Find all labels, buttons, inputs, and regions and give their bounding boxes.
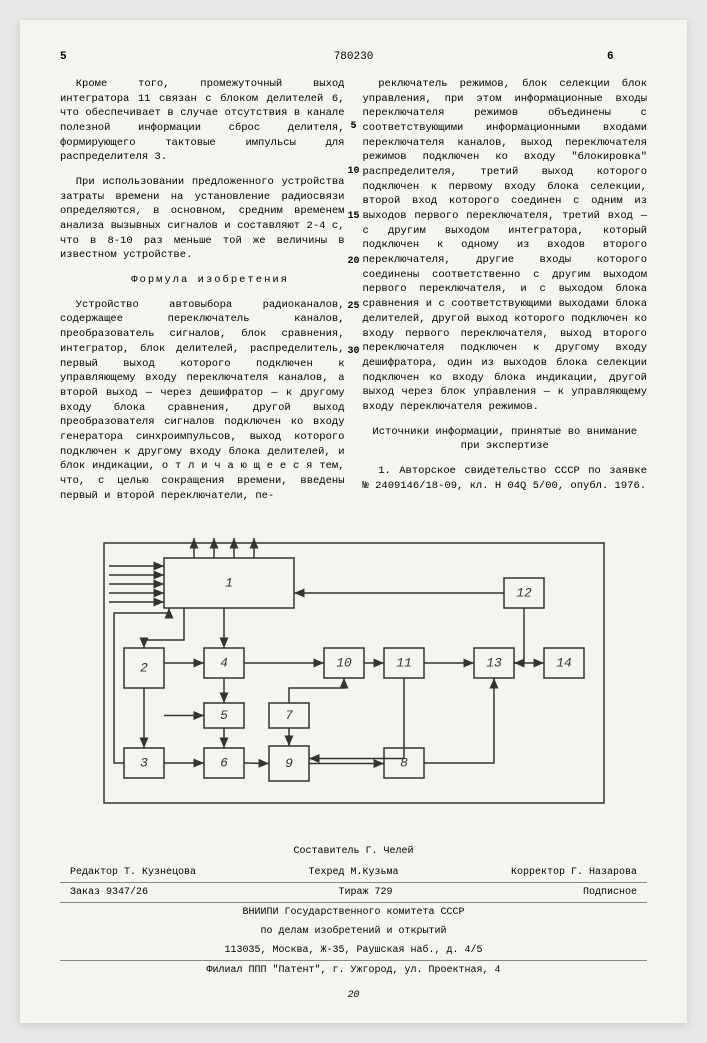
svg-text:13: 13 xyxy=(486,656,502,671)
line-marker: 25 xyxy=(344,300,364,314)
org1: ВНИИПИ Государственного комитета СССР xyxy=(242,905,464,920)
svg-text:11: 11 xyxy=(396,656,412,671)
order-row: Заказ 9347/26 Тираж 729 Подписное xyxy=(60,883,647,903)
address-row: 113035, Москва, Ж-35, Раушская наб., д. … xyxy=(60,941,647,961)
paragraph: Устройство автовыбора радиоканалов, соде… xyxy=(60,298,345,504)
line-marker: 5 xyxy=(344,120,364,134)
svg-text:5: 5 xyxy=(220,708,228,723)
svg-text:1: 1 xyxy=(225,576,233,591)
org2: по делам изобретений и открытий xyxy=(260,924,446,939)
address2: Филиал ППП "Патент", г. Ужгород, ул. Про… xyxy=(206,963,500,978)
diagram-svg: 1234567891011121314 xyxy=(74,528,634,818)
line-marker: 10 xyxy=(344,165,364,179)
line-marker: 20 xyxy=(344,255,364,269)
right-column: реключатель режимов, блок селекции блок … xyxy=(363,77,648,514)
composer-line: Составитель Г. Челей xyxy=(60,844,647,859)
left-column: Кроме того, промежуточный выход интеграт… xyxy=(60,77,345,514)
address-row2: Филиал ППП "Патент", г. Ужгород, ул. Про… xyxy=(60,961,647,980)
doc-number: 780230 xyxy=(100,50,607,65)
footer: Составитель Г. Челей Редактор Т. Кузнецо… xyxy=(60,844,647,1003)
editor: Редактор Т. Кузнецова xyxy=(70,865,196,880)
credits-row: Редактор Т. Кузнецова Техред М.Кузьма Ко… xyxy=(60,863,647,883)
sources-title: Источники информации, принятые во вниман… xyxy=(363,425,648,454)
svg-text:14: 14 xyxy=(556,656,572,671)
address1: 113035, Москва, Ж-35, Раушская наб., д. … xyxy=(224,943,482,958)
corrector: Корректор Г. Назарова xyxy=(511,865,637,880)
tirazh: Тираж 729 xyxy=(338,885,392,900)
org-row2: по делам изобретений и открытий xyxy=(60,922,647,941)
paragraph: Кроме того, промежуточный выход интеграт… xyxy=(60,77,345,165)
page-right-num: 6 xyxy=(607,50,647,65)
svg-text:3: 3 xyxy=(140,756,148,771)
paragraph: реключатель режимов, блок селекции блок … xyxy=(363,77,648,415)
bottom-page-num: 20 xyxy=(60,988,647,1003)
line-marker: 30 xyxy=(344,345,364,359)
techred: Техред М.Кузьма xyxy=(308,865,398,880)
patent-page: 5 780230 6 5 10 15 20 25 30 Кроме того, … xyxy=(20,20,687,1023)
source-entry: 1. Авторское свидетельство СССР по заявк… xyxy=(363,464,648,493)
svg-text:10: 10 xyxy=(336,656,352,671)
block-diagram: 1234567891011121314 xyxy=(74,528,634,824)
line-marker: 15 xyxy=(344,210,364,224)
text-columns: Кроме того, промежуточный выход интеграт… xyxy=(60,77,647,514)
svg-text:7: 7 xyxy=(285,708,293,723)
svg-text:2: 2 xyxy=(140,661,148,676)
formula-title: Формула изобретения xyxy=(60,273,345,288)
order: Заказ 9347/26 xyxy=(70,885,148,900)
subscription: Подписное xyxy=(583,885,637,900)
page-left-num: 5 xyxy=(60,50,100,65)
svg-text:6: 6 xyxy=(220,756,228,771)
org-row: ВНИИПИ Государственного комитета СССР xyxy=(60,903,647,922)
svg-text:12: 12 xyxy=(516,586,532,601)
svg-text:4: 4 xyxy=(220,656,228,671)
page-header: 5 780230 6 xyxy=(60,50,647,65)
paragraph: При использовании предложенного устройст… xyxy=(60,175,345,263)
svg-text:9: 9 xyxy=(285,756,293,771)
